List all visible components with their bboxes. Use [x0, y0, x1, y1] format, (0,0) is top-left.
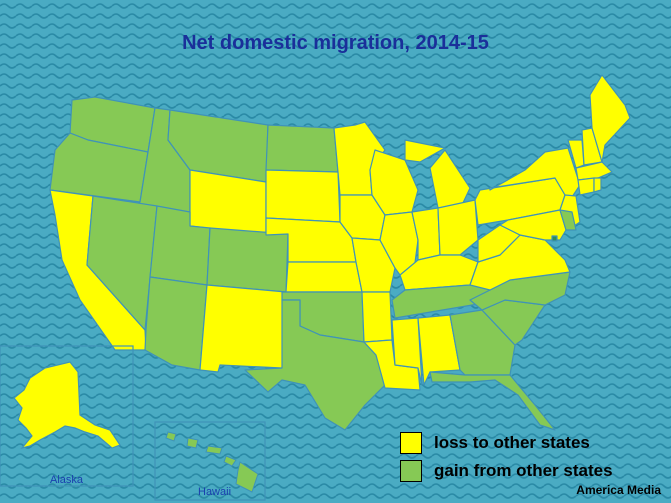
state-KS[interactable] [285, 261, 363, 293]
state-DC[interactable] [551, 235, 558, 242]
state-CT[interactable] [577, 177, 595, 196]
state-WY[interactable] [189, 169, 267, 236]
credit-text: America Media [576, 483, 661, 497]
states-layer [49, 74, 631, 431]
state-ME[interactable] [589, 74, 631, 163]
state-FL[interactable] [429, 371, 556, 431]
state-OH[interactable] [437, 199, 479, 256]
state-AR[interactable] [361, 291, 393, 343]
legend-swatch-gain [400, 460, 422, 482]
state-NY[interactable] [489, 147, 581, 201]
state-HI[interactable] [165, 431, 259, 493]
state-AK[interactable] [13, 361, 121, 450]
state-MI[interactable] [404, 139, 471, 209]
alaska-inset-frame [0, 345, 134, 487]
alaska-label: Alaska [50, 474, 84, 486]
state-WV[interactable] [477, 224, 521, 263]
legend-label-gain: gain from other states [434, 461, 613, 480]
state-ND[interactable] [265, 124, 339, 173]
state-CO[interactable] [206, 227, 289, 293]
state-NM[interactable] [199, 284, 287, 373]
legend-label-loss: loss to other states [434, 433, 590, 452]
hawaii-label: Hawaii [198, 486, 232, 498]
state-MS[interactable] [391, 317, 423, 386]
state-NV[interactable] [86, 195, 158, 331]
state-DE[interactable] [559, 209, 577, 231]
hawaii-inset-frame [154, 421, 266, 501]
state-AL[interactable] [417, 314, 461, 386]
state-LA[interactable] [363, 339, 421, 391]
map-title: Net domestic migration, 2014-15 [182, 32, 489, 54]
legend-swatch-loss [400, 432, 422, 454]
state-RI[interactable] [593, 177, 602, 193]
state-MA[interactable] [575, 161, 613, 181]
state-TX[interactable] [244, 299, 386, 431]
state-SD[interactable] [265, 169, 341, 223]
